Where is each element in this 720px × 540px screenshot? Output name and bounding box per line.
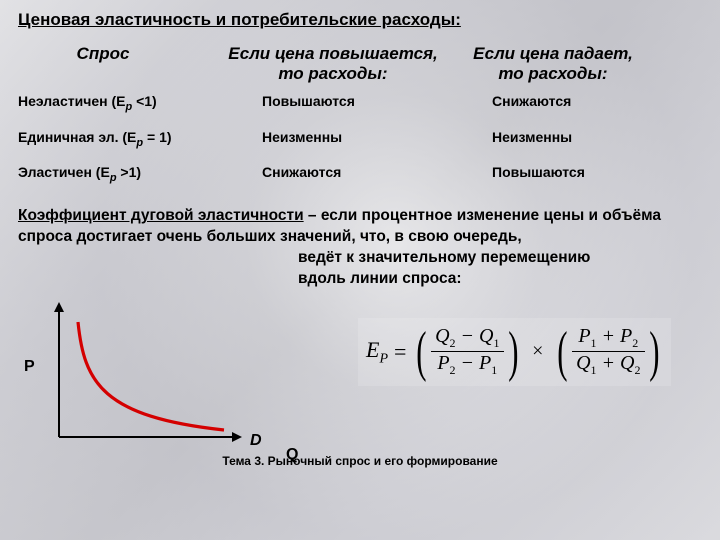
table-cell: Снижаются	[448, 85, 658, 121]
table-cell: Неизменны	[218, 121, 448, 157]
var: Q	[479, 325, 493, 347]
var: Q	[620, 352, 634, 374]
equals: =	[394, 339, 406, 365]
cell-text: <1)	[132, 93, 157, 109]
x-axis-label: Q	[286, 446, 298, 464]
subscript: 2	[632, 336, 638, 350]
table-row: Единичная эл. (Ep = 1)	[18, 121, 218, 157]
table-cell: Повышаются	[218, 85, 448, 121]
op: −	[461, 325, 475, 347]
cell-text: Эластичен (E	[18, 164, 110, 180]
subscript: 1	[591, 363, 597, 377]
curve-label: D	[250, 432, 262, 450]
left-paren-icon: (	[417, 324, 427, 380]
op: +	[602, 352, 616, 374]
table-cell: Неизменны	[448, 121, 658, 157]
arc-elasticity-formula: EP = ( Q2 − Q1 P2 − P1 ) × ( P1 + P2	[358, 318, 671, 386]
subscript: p	[110, 172, 117, 184]
subscript: 2	[635, 363, 641, 377]
table-cell: Снижаются	[218, 156, 448, 192]
var: P	[479, 352, 491, 374]
table-row: Эластичен (Ep >1)	[18, 156, 218, 192]
right-paren-icon: )	[508, 324, 518, 380]
term: Коэффициент дуговой эластичности	[18, 207, 304, 224]
var: Q	[435, 325, 449, 347]
var: E	[366, 337, 379, 362]
graph-svg	[34, 302, 244, 452]
subscript: 2	[450, 336, 456, 350]
op: −	[461, 352, 475, 374]
left-paren-icon: (	[558, 324, 568, 380]
op: +	[602, 325, 616, 347]
x-axis-arrow-icon	[232, 432, 242, 442]
var: P	[578, 325, 590, 347]
cell-text: Единичная эл. (E	[18, 129, 136, 145]
right-paren-icon: )	[649, 324, 659, 380]
table-row: Неэластичен (Ep <1)	[18, 85, 218, 121]
graph-and-formula: P D Q EP = ( Q2 − Q1 P2 − P	[18, 262, 702, 452]
times-op: ×	[528, 340, 547, 363]
demand-curve-graph	[34, 302, 244, 457]
y-axis-arrow-icon	[54, 302, 64, 312]
var: P	[437, 352, 449, 374]
header-text: Если цена падает,	[473, 44, 633, 63]
col-header-price-down: Если цена падает, то расходы:	[448, 44, 658, 85]
col-header-price-up: Если цена повышается, то расходы:	[218, 44, 448, 85]
var: Q	[576, 352, 590, 374]
cell-text: Неэластичен (E	[18, 93, 125, 109]
header-text: то расходы:	[448, 64, 658, 84]
var: P	[620, 325, 632, 347]
table-cell: Повышаются	[448, 156, 658, 192]
subscript: 2	[450, 363, 456, 377]
subscript: 1	[494, 336, 500, 350]
cell-text: = 1)	[143, 129, 171, 145]
elasticity-table: Спрос Если цена повышается, то расходы: …	[18, 44, 702, 192]
subscript: 1	[491, 363, 497, 377]
page-title: Ценовая эластичность и потребительские р…	[18, 10, 702, 30]
formula-lhs: EP	[366, 337, 388, 367]
fraction-2: ( P1 + P2 Q1 + Q2 )	[553, 324, 663, 380]
header-text: то расходы:	[218, 64, 448, 84]
subscript: 1	[591, 336, 597, 350]
subscript: P	[379, 351, 388, 366]
demand-curve	[78, 322, 224, 430]
fraction-1: ( Q2 − Q1 P2 − P1 )	[412, 324, 522, 380]
col-header-demand: Спрос	[18, 44, 218, 85]
header-text: Если цена повышается,	[228, 44, 438, 63]
cell-text: >1)	[117, 164, 142, 180]
